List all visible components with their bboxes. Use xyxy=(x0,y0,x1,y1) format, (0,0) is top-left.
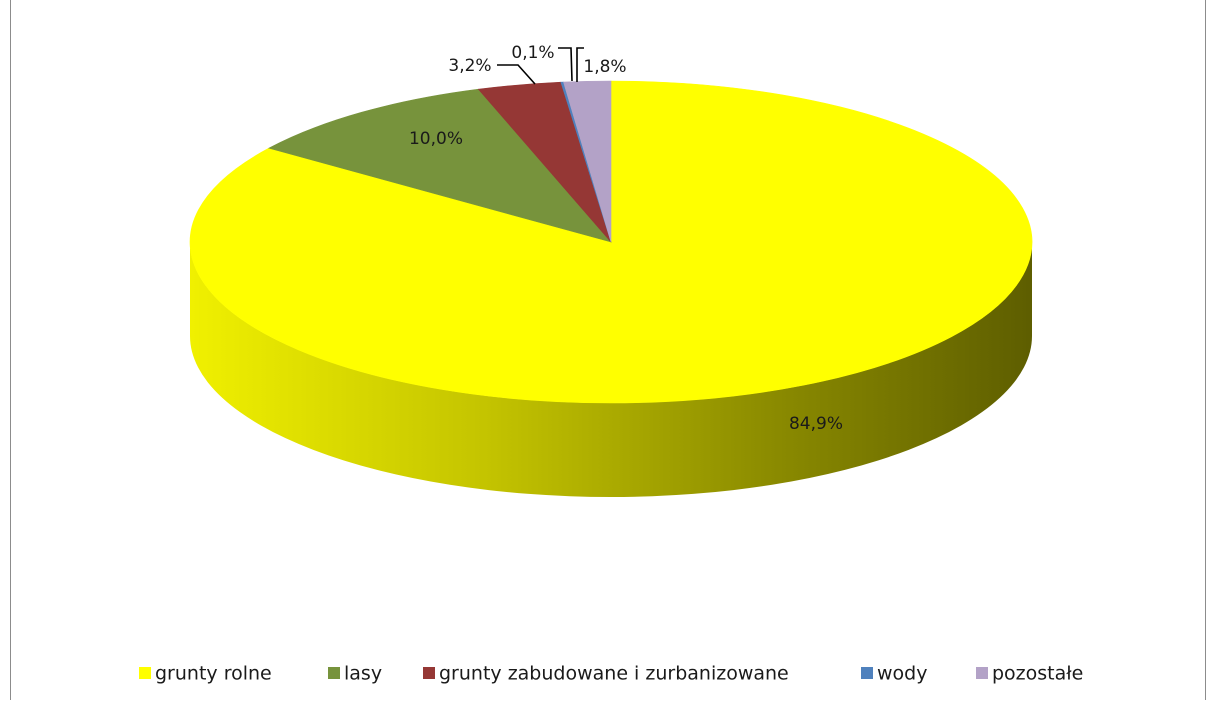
legend-item-pozosta-e[interactable]: pozostałe xyxy=(976,663,1083,685)
leader-line-wody xyxy=(558,47,573,82)
legend-item-wody[interactable]: wody xyxy=(861,663,927,685)
legend-label-wody: wody xyxy=(877,663,927,685)
legend-swatch-grunty-rolne xyxy=(139,667,151,679)
legend-label-grunty-rolne: grunty rolne xyxy=(155,663,272,685)
legend-swatch-wody xyxy=(861,667,873,679)
data-label-pozosta-e: 1,8% xyxy=(583,57,626,77)
slice-pozosta-e[interactable] xyxy=(563,80,612,243)
legend-swatch-pozosta-e xyxy=(976,667,988,679)
leader-line-grunty-zabudowane-i-zurbanizowane xyxy=(497,64,536,85)
legend-label-pozosta-e: pozostałe xyxy=(992,663,1083,685)
legend-item-lasy[interactable]: lasy xyxy=(328,663,382,685)
legend-swatch-lasy xyxy=(328,667,340,679)
data-label-grunty-zabudowane-i-zurbanizowane: 3,2% xyxy=(448,56,491,76)
legend-label-grunty-zabudowane-i-zurbanizowane: grunty zabudowane i zurbanizowane xyxy=(439,663,789,685)
legend-label-lasy: lasy xyxy=(344,663,382,685)
legend-swatch-grunty-zabudowane-i-zurbanizowane xyxy=(423,667,435,679)
leader-line-pozosta-e xyxy=(576,47,584,82)
legend-item-grunty-rolne[interactable]: grunty rolne xyxy=(139,663,272,685)
data-label-lasy: 10,0% xyxy=(409,129,463,149)
data-label-wody: 0,1% xyxy=(511,43,554,63)
slice-side-grunty-rolne xyxy=(190,242,1032,497)
slice-lasy[interactable] xyxy=(268,88,612,243)
chart-frame xyxy=(10,0,1206,700)
legend-item-grunty-zabudowane-i-zurbanizowane[interactable]: grunty zabudowane i zurbanizowane xyxy=(423,663,789,685)
data-label-grunty-rolne: 84,9% xyxy=(789,414,843,434)
